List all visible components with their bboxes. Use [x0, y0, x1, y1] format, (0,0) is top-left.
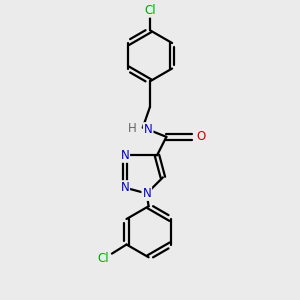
Text: N: N: [120, 149, 129, 162]
Text: N: N: [120, 181, 129, 194]
Text: N: N: [144, 123, 153, 136]
Text: N: N: [142, 187, 151, 200]
Text: H: H: [128, 122, 136, 135]
Text: O: O: [196, 130, 206, 143]
Text: Cl: Cl: [97, 252, 109, 265]
Text: Cl: Cl: [144, 4, 156, 17]
